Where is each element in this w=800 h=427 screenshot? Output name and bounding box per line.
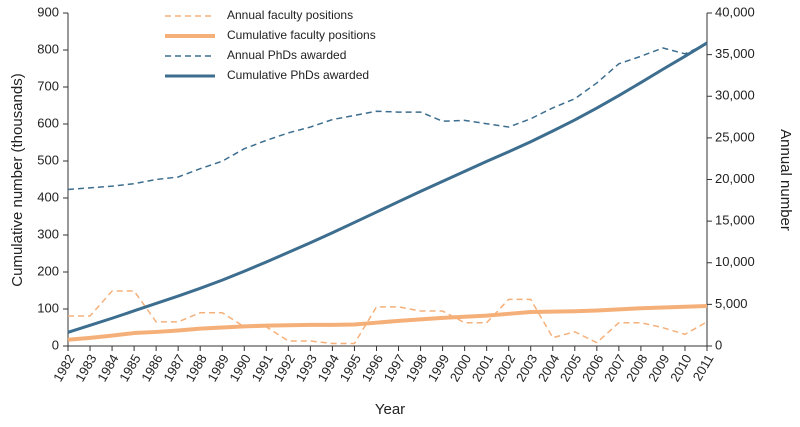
series-line — [67, 41, 708, 334]
x-tick-label: 2010 — [667, 352, 694, 385]
x-tick-label: 1997 — [381, 352, 408, 385]
y2-tick-label: 0 — [715, 337, 722, 352]
x-tick-label: 1983 — [72, 352, 99, 385]
x-tick-label: 1987 — [160, 352, 187, 385]
y-tick-label: 0 — [52, 337, 59, 352]
x-tick-label: 2003 — [513, 352, 540, 385]
x-tick-label: 2007 — [601, 352, 628, 385]
x-tick-label: 2009 — [645, 352, 672, 385]
y-axis-label: Cumulative number (thousands) — [9, 73, 26, 286]
legend-label: Annual faculty positions — [227, 8, 353, 22]
x-tick-label: 2011 — [690, 352, 717, 384]
y2-tick-label: 10,000 — [715, 254, 755, 269]
y-tick-label: 600 — [37, 115, 59, 130]
x-tick-label: 2001 — [469, 352, 496, 385]
y2-axis-label: Annual number — [777, 129, 794, 231]
x-tick-label: 1992 — [270, 352, 297, 385]
x-tick-label: 1990 — [226, 352, 253, 385]
x-tick-label: 1985 — [116, 352, 143, 385]
y-tick-label: 700 — [37, 78, 59, 93]
y-tick-label: 200 — [37, 263, 59, 278]
x-axis-label: Year — [375, 401, 405, 418]
x-tick-label: 1982 — [50, 352, 77, 385]
y-tick-label: 100 — [37, 300, 59, 315]
y2-tick-label: 15,000 — [715, 213, 755, 228]
x-tick-label: 1999 — [425, 352, 452, 385]
x-tick-label: 2005 — [557, 352, 584, 385]
y-tick-label: 500 — [37, 152, 59, 167]
x-tick-label: 2004 — [535, 352, 562, 385]
x-tick-label: 2000 — [447, 352, 474, 385]
y2-tick-label: 30,000 — [715, 88, 755, 103]
x-tick-label: 1984 — [94, 352, 121, 385]
x-tick-label: 1986 — [138, 352, 165, 385]
y2-tick-label: 35,000 — [715, 46, 755, 61]
x-tick-label: 1994 — [315, 352, 342, 385]
legend-label: Cumulative PhDs awarded — [227, 68, 369, 82]
x-tick-label: 1996 — [359, 352, 386, 385]
y2-tick-label: 20,000 — [715, 171, 755, 186]
y-tick-label: 800 — [37, 41, 59, 56]
series-line — [67, 43, 708, 191]
x-tick-label: 1993 — [293, 352, 320, 385]
x-tick-label: 1995 — [337, 352, 364, 385]
y2-tick-label: 25,000 — [715, 129, 755, 144]
y2-tick-label: 40,000 — [715, 4, 755, 19]
series-line — [68, 290, 708, 345]
x-tick-label: 1998 — [403, 352, 430, 385]
x-tick-label: 2002 — [491, 352, 518, 385]
y-tick-label: 400 — [37, 189, 59, 204]
series-line — [67, 304, 708, 342]
legend-label: Annual PhDs awarded — [227, 48, 346, 62]
y2-tick-label: 5,000 — [715, 296, 748, 311]
y-tick-label: 900 — [37, 4, 59, 19]
y-tick-label: 300 — [37, 226, 59, 241]
x-tick-label: 1989 — [204, 352, 231, 385]
x-tick-label: 1991 — [248, 352, 275, 385]
x-tick-label: 1988 — [182, 352, 209, 385]
legend-label: Cumulative faculty positions — [227, 28, 376, 42]
x-tick-label: 2008 — [623, 352, 650, 385]
x-tick-label: 2006 — [579, 352, 606, 385]
